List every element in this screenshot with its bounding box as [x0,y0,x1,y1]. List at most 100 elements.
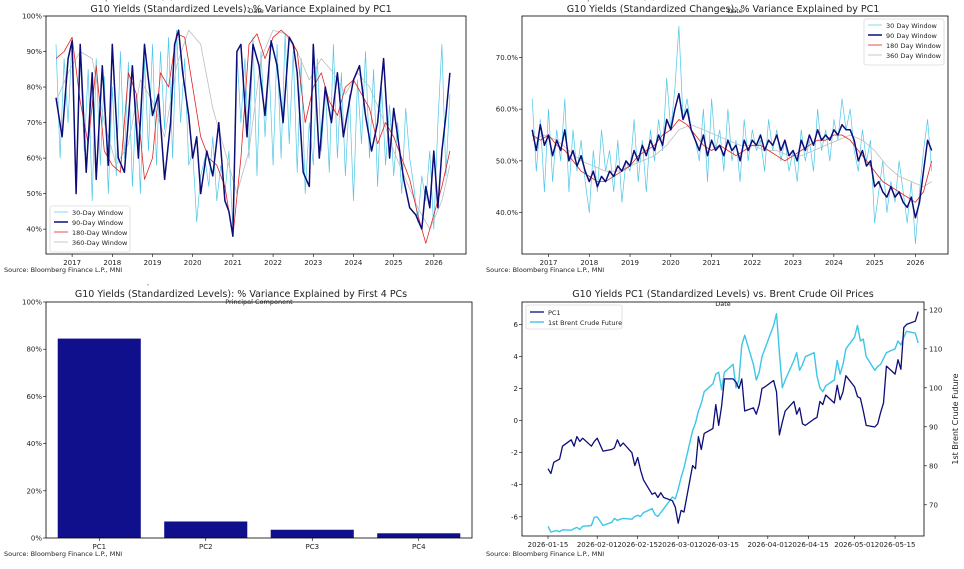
series-line-1 [55,29,451,237]
x-tick-label-5: 2022 [743,259,761,267]
y-tick-label-2: 60% [26,155,42,163]
x-tick-label-2: 2019 [621,259,639,267]
pc1-changes-rolling-chart: 2017 2018 2019 2020 2021 2022 2023 2024 2025 2026… [486,0,949,274]
x-tick-label-0: 2026-01-15 [528,541,569,549]
y-tick-label-1: 50.0% [496,157,519,165]
x-tick-label-9: 2026 [906,259,924,267]
y-tick-label-0: 40% [26,226,42,234]
series-line-pc1 [547,311,919,524]
y-tick-label-right-5: 120 [929,306,942,314]
bar-pc1 [57,338,141,538]
series-line-0 [55,29,451,230]
plot-frame [45,301,473,539]
x-tick-label-7: 2024 [345,259,363,267]
legend-label-0: 30-Day Window [72,209,124,217]
x-tick-label-0: 2017 [540,259,558,267]
legend-label-0: 30 Day Window [886,22,938,30]
source-note: Source: Bloomberg Finance L.P., MNI [4,550,122,558]
bar-pc4 [377,533,461,538]
plot-frame [521,301,925,537]
x-axis-label: Date [715,300,731,308]
legend-label-3: 360-Day Window [72,239,128,247]
legend-label-3: 360 Day Window [886,52,942,60]
x-axis-label: Principal Component [225,298,293,306]
pc1-vs-brent-chart: 2026-01-15 2026-02-01 2026-02-15 2026-03-01… [486,284,960,558]
x-tick-label-4: 2026-03-15 [698,541,739,549]
legend-label-pc1: PC1 [548,309,561,317]
category-label-1: PC2 [199,543,213,551]
y-axis-label: Explained Variance (%) [579,0,654,2]
x-tick-label-4: 2021 [224,259,242,267]
y-tick-label-right-4: 110 [929,345,942,353]
y-tick-label-left-2: -2 [511,449,518,457]
y-tick-label-6: 100% [22,13,42,21]
y-tick-label-2: 60.0% [496,106,519,114]
y-tick-label-left-5: 4 [514,353,519,361]
x-tick-label-7: 2026-05-01 [834,541,875,549]
category-label-3: PC4 [412,543,426,551]
x-axis-label: Date [248,7,264,15]
x-tick-label-6: 2026-04-15 [788,541,829,549]
x-tick-label-6: 2023 [304,259,322,267]
y-tick-label-5: 100% [22,299,42,307]
legend-label-brent: 1st Brent Crude Future [548,319,622,327]
x-tick-label-2: 2019 [144,259,162,267]
y-tick-label-left-3: 0 [514,417,518,425]
x-tick-label-2: 2026-02-15 [617,541,658,549]
x-tick-label-1: 2018 [103,259,121,267]
x-tick-label-1: 2018 [580,259,598,267]
bar-pc2 [164,521,248,538]
plot-frame [45,15,467,255]
y-axis-label: Explained Variance (%) [97,0,172,2]
y-tick-label-right-3: 100 [929,384,942,392]
chart-title: G10 Yields PC1 (Standardized Levels) vs.… [572,289,874,300]
legend-box [525,304,623,330]
y-tick-label-0: 40.0% [496,209,519,217]
x-tick-label-5: 2026-04-01 [747,541,788,549]
pc1-levels-rolling-chart: 2017 2018 2019 2020 2021 2022 2023 2024 2025 2026… [4,0,467,274]
bar-pc3 [270,529,354,538]
pcs-variance-bar-chart: PC1 PC2 PC3 PC4 0% 20% 40% 60% 80% 100% G10 Yields… [4,284,473,558]
legend-box [49,205,131,253]
pc1-vs-brent-chart-panel: 2026-01-15 2026-02-01 2026-02-15 2026-03-01… [482,284,964,569]
x-tick-label-8: 2026-05-15 [875,541,916,549]
x-tick-label-3: 2020 [662,259,680,267]
source-note: Source: Bloomberg Finance L.P., MNI [486,266,604,274]
y-axis-label: % Variance Explained [101,284,171,286]
chart-title: G10 Yields (Standardized Levels): % Vari… [90,4,391,15]
y-tick-label-right-2: 90 [929,423,938,431]
x-tick-label-8: 2025 [385,259,403,267]
x-axis-label: Date [727,7,743,15]
y-tick-label-right-1: 80 [929,462,938,470]
source-note: Source: Bloomberg Finance L.P., MNI [486,550,604,558]
x-tick-label-1: 2026-02-01 [577,541,618,549]
y-tick-label-3: 70% [26,119,42,127]
x-tick-label-9: 2026 [425,259,443,267]
x-tick-label-0: 2017 [63,259,81,267]
y-tick-label-5: 90% [26,48,42,56]
y-tick-label-4: 80% [26,346,42,354]
legend-label-2: 180 Day Window [886,42,942,50]
pcs-variance-bar-chart-panel: PC1 PC2 PC3 PC4 0% 20% 40% 60% 80% 100% G10 Yields… [0,284,482,569]
legend-label-2: 180-Day Window [72,229,128,237]
source-note: Source: Bloomberg Finance L.P., MNI [4,266,122,274]
category-label-2: PC3 [305,543,319,551]
y-axis-label-right: 1st Brent Crude Future [951,373,960,464]
y-tick-label-1: 50% [26,190,42,198]
y-tick-label-3: 60% [26,393,42,401]
y-tick-label-left-0: -6 [511,513,519,521]
series-line-1 [531,92,933,219]
y-tick-label-3: 70.0% [496,54,519,62]
y-tick-label-2: 40% [26,440,42,448]
y-tick-label-0: 0% [31,535,42,543]
x-tick-label-5: 2022 [264,259,282,267]
x-tick-label-6: 2023 [784,259,802,267]
x-tick-label-7: 2024 [825,259,843,267]
legend-label-1: 90-Day Window [72,219,124,227]
pc1-changes-rolling-chart-panel: 2017 2018 2019 2020 2021 2022 2023 2024 2025 2026… [482,0,964,284]
y-tick-label-1: 20% [26,487,42,495]
legend-box [863,18,945,66]
legend-label-1: 90 Day Window [886,32,938,40]
y-tick-label-4: 80% [26,84,42,92]
x-tick-label-3: 2020 [184,259,202,267]
